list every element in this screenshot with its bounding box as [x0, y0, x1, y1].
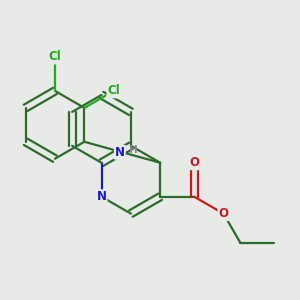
- Text: N: N: [115, 146, 125, 159]
- Text: O: O: [218, 207, 229, 220]
- Text: H: H: [129, 145, 138, 155]
- Text: O: O: [189, 156, 199, 169]
- Text: Cl: Cl: [49, 50, 62, 64]
- Text: N: N: [97, 190, 106, 203]
- Text: Cl: Cl: [107, 84, 120, 98]
